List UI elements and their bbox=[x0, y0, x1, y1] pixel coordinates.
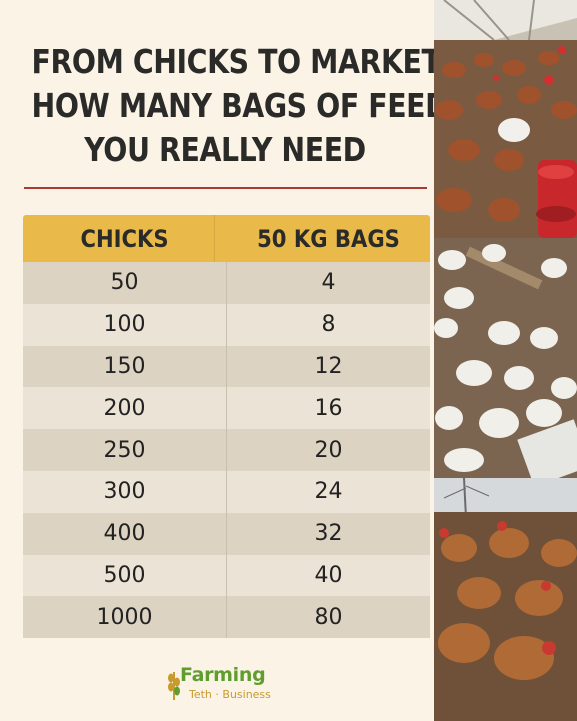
table-row: 1000 80 bbox=[23, 596, 430, 639]
chicks-cell: 200 bbox=[23, 387, 227, 430]
title-divider bbox=[24, 187, 427, 189]
table-header: CHICKS 50 KG BAGS bbox=[23, 215, 430, 262]
table-row: 100 8 bbox=[23, 303, 430, 346]
table-row: 250 20 bbox=[23, 429, 430, 471]
table-row: 50 4 bbox=[23, 262, 430, 304]
title-line-3: YOU REALLY NEED bbox=[84, 130, 366, 169]
chicks-cell: 100 bbox=[23, 303, 227, 346]
farming-logo: Farming Teth · Business bbox=[166, 664, 296, 704]
wheat-icon bbox=[168, 672, 180, 700]
feed-table: CHICKS 50 KG BAGS 50 4 100 8 150 12 200 16 250 20… bbox=[23, 215, 430, 639]
page-title: FROM CHICKS TO MARKET: HOW MANY BAGS OF … bbox=[31, 40, 451, 172]
chicks-cell: 150 bbox=[23, 345, 227, 388]
chicks-cell: 400 bbox=[23, 512, 227, 555]
bags-cell: 16 bbox=[314, 395, 343, 421]
chicks-cell: 250 bbox=[23, 429, 227, 471]
bags-cell: 4 bbox=[321, 270, 336, 296]
table-row: 400 32 bbox=[23, 512, 430, 555]
chicks-cell: 1000 bbox=[23, 596, 227, 639]
table-body: 50 4 100 8 150 12 200 16 250 20 300 24 400 32 500 40 100… bbox=[23, 262, 430, 639]
logo-subtitle: Teth · Business bbox=[189, 688, 271, 701]
bags-cell: 32 bbox=[314, 521, 343, 547]
infographic-panel: FROM CHICKS TO MARKET: HOW MANY BAGS OF … bbox=[23, 40, 451, 704]
chicks-cell: 300 bbox=[23, 470, 227, 513]
table-row: 500 40 bbox=[23, 554, 430, 597]
logo-title: Farming bbox=[180, 664, 266, 686]
table-row: 150 12 bbox=[23, 345, 430, 388]
photo-strip bbox=[434, 0, 577, 721]
brown-chickens-photo bbox=[434, 0, 577, 238]
bags-cell: 20 bbox=[314, 437, 343, 463]
header-chicks: CHICKS bbox=[35, 215, 215, 262]
header-bags: 50 KG BAGS bbox=[257, 224, 400, 253]
chicks-cell: 50 bbox=[23, 262, 227, 304]
title-line-1: FROM CHICKS TO MARKET: bbox=[31, 42, 451, 81]
brown-hens-photo bbox=[434, 478, 577, 721]
table-row: 300 24 bbox=[23, 470, 430, 513]
table-row: 200 16 bbox=[23, 387, 430, 430]
white-broilers-photo bbox=[434, 238, 577, 478]
title-line-2: HOW MANY BAGS OF FEED bbox=[31, 86, 449, 125]
bags-cell: 12 bbox=[314, 353, 343, 379]
bags-cell: 40 bbox=[314, 562, 343, 588]
bags-cell: 80 bbox=[314, 604, 343, 630]
bags-cell: 8 bbox=[321, 312, 336, 338]
bags-cell: 24 bbox=[314, 479, 343, 505]
chicks-cell: 500 bbox=[23, 554, 227, 597]
